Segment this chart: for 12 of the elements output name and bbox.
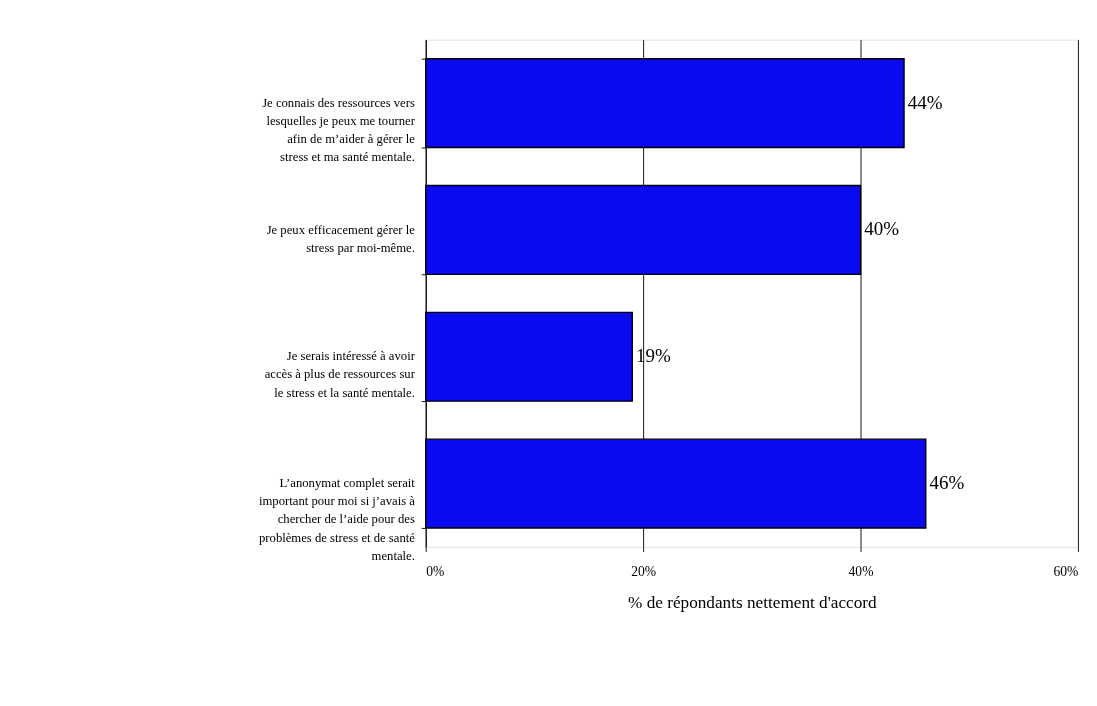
data-label: 46% [929, 472, 965, 494]
y-tick-label: Je serais intéressé à avoir accès à plus de ressources sur le stress et la santé mentale. [264, 349, 416, 400]
x-tick-label: 40% [848, 563, 874, 579]
y-tick-label: Je connais des ressources vers lesquelles je peux me tourner afin de m’aider à gérer le stress et ma santé mentale. [262, 95, 416, 165]
x-tick-label: 60% [1053, 563, 1079, 579]
x-axis-title: % de répondants nettement d'accord [628, 593, 878, 613]
y-tick-label: Je peux efficacement gérer le stress par moi-même. [266, 222, 416, 255]
x-tick-label: 0% [426, 563, 445, 579]
data-label: 44% [907, 91, 943, 113]
y-tick-label: L’anonymat complet serait important pour moi si j’avais à chercher de l’aide pour des problèmes de stress et de santé mentale. [258, 476, 416, 563]
x-tick-label: 20% [631, 563, 657, 579]
data-label: 40% [864, 218, 900, 240]
